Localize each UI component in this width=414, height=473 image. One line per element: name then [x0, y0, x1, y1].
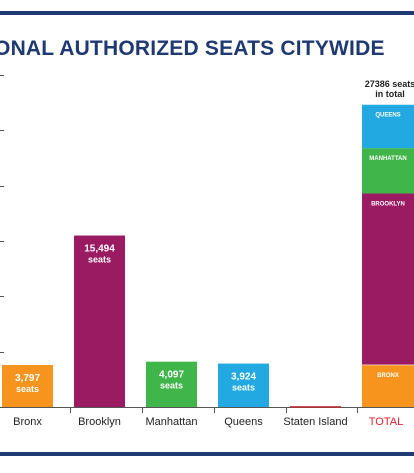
total-segment-brooklyn — [362, 193, 414, 365]
data-label-manhattan-value: 4,097 — [159, 370, 184, 381]
data-label-staten-island-value: 74 — [310, 376, 322, 387]
bar-queens — [218, 363, 269, 407]
bar-brooklyn — [74, 235, 125, 407]
total-segment-label-manhattan: MANHATTAN — [369, 156, 406, 162]
total-note-value: 27386 seats — [365, 79, 414, 89]
data-label-bronx-unit: seats — [16, 384, 39, 394]
total-segment-label-queens: QUEENS — [375, 113, 400, 119]
total-segment-bronx — [362, 364, 414, 407]
data-label-brooklyn-unit: seats — [88, 255, 111, 265]
data-label-queens-unit: seats — [232, 383, 255, 393]
bar-manhattan — [146, 361, 197, 407]
bar-staten-island — [290, 406, 341, 408]
chart-title: IONAL AUTHORIZED SEATS CITYWIDE — [0, 37, 385, 60]
category-label-queens: Queens — [224, 416, 263, 428]
bottom-rule — [0, 452, 414, 456]
category-label-manhattan: Manhattan — [146, 416, 198, 428]
category-label-total: TOTAL — [369, 416, 403, 428]
data-label-manhattan-unit: seats — [160, 381, 183, 391]
category-label-staten-island: Staten Island — [283, 416, 347, 428]
top-rule — [0, 11, 414, 15]
total-segment-manhattan — [362, 148, 414, 194]
data-label-bronx-value: 3,797 — [15, 373, 40, 384]
total-note-suffix: in total — [375, 89, 405, 99]
data-label-staten-island-unit: seats — [304, 387, 327, 397]
total-segment-queens — [362, 104, 414, 149]
bar-bronx — [2, 364, 53, 407]
data-label-brooklyn-value: 15,494 — [84, 244, 115, 255]
category-label-bronx: Bronx — [13, 416, 42, 428]
data-label-queens-value: 3,924 — [231, 372, 256, 383]
total-segment-label-brooklyn: BROOKLYN — [371, 202, 405, 208]
category-label-brooklyn: Brooklyn — [78, 416, 121, 428]
total-segment-label-bronx: BRONX — [377, 373, 399, 379]
